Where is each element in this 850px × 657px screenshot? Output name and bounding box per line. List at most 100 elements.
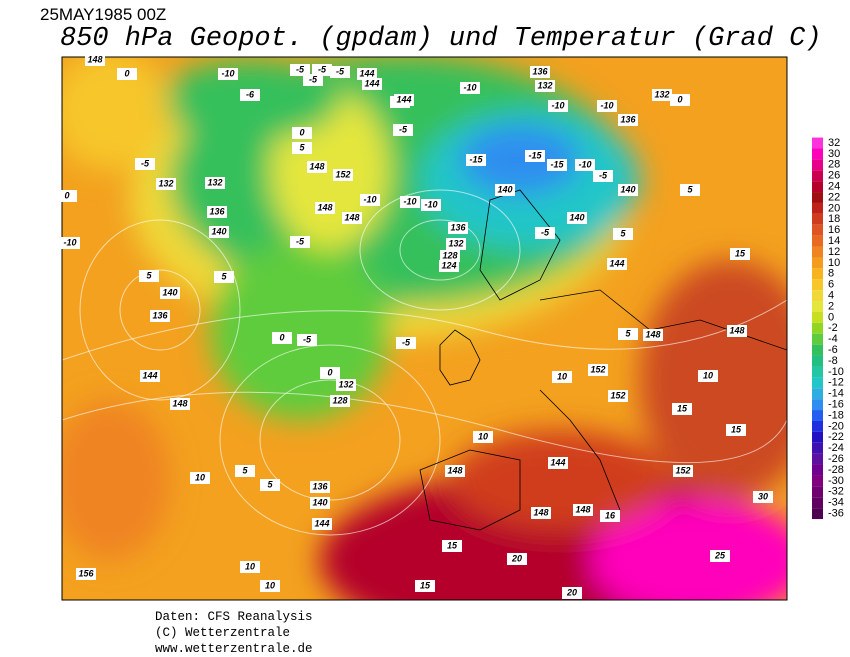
colorbar-tick-label: 22 bbox=[828, 191, 840, 203]
contour-label-text: 152 bbox=[590, 364, 605, 374]
colorbar-tick-label: 8 bbox=[828, 268, 834, 280]
contour-label: 5 bbox=[235, 465, 255, 477]
colorbar-swatch bbox=[812, 268, 823, 280]
map-field bbox=[62, 57, 787, 600]
contour-label-box bbox=[333, 169, 353, 181]
contour-label: 152 bbox=[588, 364, 608, 376]
contour-label: -5 bbox=[290, 236, 310, 248]
contour-label-box bbox=[727, 325, 747, 337]
contour-label-text: 144 bbox=[359, 68, 374, 78]
contour-label: -5 bbox=[330, 66, 350, 78]
contour-label-text: 15 bbox=[447, 540, 458, 550]
contour-label-box bbox=[680, 184, 700, 196]
contour-label-text: 144 bbox=[142, 370, 157, 380]
contour-label: -10 bbox=[548, 100, 568, 112]
contour-label-box bbox=[139, 270, 159, 282]
contour-label-box bbox=[135, 158, 155, 170]
contour-label: 30 bbox=[753, 491, 773, 503]
colorbar-swatch bbox=[812, 301, 823, 312]
contour-label: 10 bbox=[698, 370, 718, 382]
contour-label-text: -10 bbox=[221, 68, 234, 78]
colorbar-tick-label: -18 bbox=[828, 409, 844, 421]
contour-label: 152 bbox=[608, 390, 628, 402]
contour-label: 0 bbox=[320, 367, 340, 379]
contour-label: 148 bbox=[531, 507, 551, 519]
contour-label-text: 5 bbox=[687, 184, 693, 194]
colorbar-swatch bbox=[812, 148, 823, 160]
contour-label-text: -10 bbox=[363, 194, 376, 204]
contour-label-text: 20 bbox=[511, 553, 522, 563]
contour-label-box bbox=[440, 250, 460, 262]
contour-label-box bbox=[140, 370, 160, 382]
contour-label-box bbox=[57, 190, 77, 202]
contour-label-text: 15 bbox=[420, 580, 431, 590]
colorbar-tick-label: -24 bbox=[828, 442, 844, 454]
contour-label-text: 5 bbox=[625, 328, 631, 338]
contour-label: 152 bbox=[673, 465, 693, 477]
colorbar-tick-label: 2 bbox=[828, 300, 834, 312]
contour-label-text: 148 bbox=[533, 507, 548, 517]
contour-label-box bbox=[209, 226, 229, 238]
contour-label-box bbox=[608, 390, 628, 402]
contour-label-box bbox=[342, 212, 362, 224]
contour-label-box bbox=[260, 580, 280, 592]
contour-label: 148 bbox=[573, 504, 593, 516]
contour-label: 15 bbox=[442, 540, 462, 552]
contour-label-text: 144 bbox=[314, 518, 329, 528]
contour-label: 132 bbox=[336, 379, 356, 391]
contour-label-box bbox=[415, 580, 435, 592]
contour-label-box bbox=[673, 465, 693, 477]
contour-label-box bbox=[190, 472, 210, 484]
colorbar-tick-label: 4 bbox=[828, 290, 834, 302]
contour-label-box bbox=[240, 561, 260, 573]
contour-label: 140 bbox=[618, 184, 638, 196]
contour-label-box bbox=[548, 457, 568, 469]
contour-label-box bbox=[439, 260, 459, 272]
colorbar-swatch bbox=[812, 508, 823, 520]
contour-label-text: -5 bbox=[318, 64, 327, 74]
contour-label-text: -5 bbox=[303, 334, 312, 344]
contour-label-box bbox=[613, 228, 633, 240]
colorbar-swatch bbox=[812, 202, 823, 214]
contour-label: -10 bbox=[400, 196, 420, 208]
contour-label: 148 bbox=[727, 325, 747, 337]
contour-label-text: 144 bbox=[550, 457, 565, 467]
contour-label: -10 bbox=[460, 82, 480, 94]
contour-label-box bbox=[473, 431, 493, 443]
colorbar-tick-label: 18 bbox=[828, 213, 840, 225]
colorbar-tick-label: -6 bbox=[828, 344, 838, 356]
contour-label-box bbox=[393, 124, 413, 136]
contour-label-text: 30 bbox=[758, 491, 768, 501]
contour-label-text: 136 bbox=[620, 114, 636, 124]
contour-label-text: 152 bbox=[675, 465, 690, 475]
contour-label-box bbox=[320, 367, 340, 379]
contour-label-text: 140 bbox=[211, 226, 226, 236]
contour-label-text: -15 bbox=[469, 154, 483, 164]
contour-label-text: 148 bbox=[729, 325, 744, 335]
contour-label: 10 bbox=[473, 431, 493, 443]
contour-label: -5 bbox=[396, 337, 416, 349]
contour-label-box bbox=[448, 222, 468, 234]
contour-label: 132 bbox=[535, 80, 555, 92]
colorbar-swatch bbox=[812, 344, 823, 356]
colorbar-tick-label: -14 bbox=[828, 388, 844, 400]
contour-label: 5 bbox=[260, 479, 280, 491]
contour-label-box bbox=[312, 64, 332, 76]
contour-label-text: 124 bbox=[441, 260, 456, 270]
contour-label-box bbox=[117, 68, 137, 80]
contour-label-text: 136 bbox=[450, 222, 466, 232]
contour-label-text: 0 bbox=[64, 190, 69, 200]
contour-label-text: 15 bbox=[677, 403, 688, 413]
contour-label-box bbox=[214, 271, 234, 283]
contour-label-text: 140 bbox=[497, 184, 512, 194]
contour-label-box bbox=[573, 504, 593, 516]
contour-label: 136 bbox=[150, 310, 170, 322]
contour-label-box bbox=[362, 78, 382, 90]
contour-label-box bbox=[290, 236, 310, 248]
contour-label: -10 bbox=[60, 237, 80, 249]
colorbar-swatch bbox=[812, 181, 823, 193]
contour-label-box bbox=[672, 403, 692, 415]
contour-label: 136 bbox=[207, 206, 227, 218]
contour-label-text: 132 bbox=[338, 379, 353, 389]
contour-label-box bbox=[445, 465, 465, 477]
